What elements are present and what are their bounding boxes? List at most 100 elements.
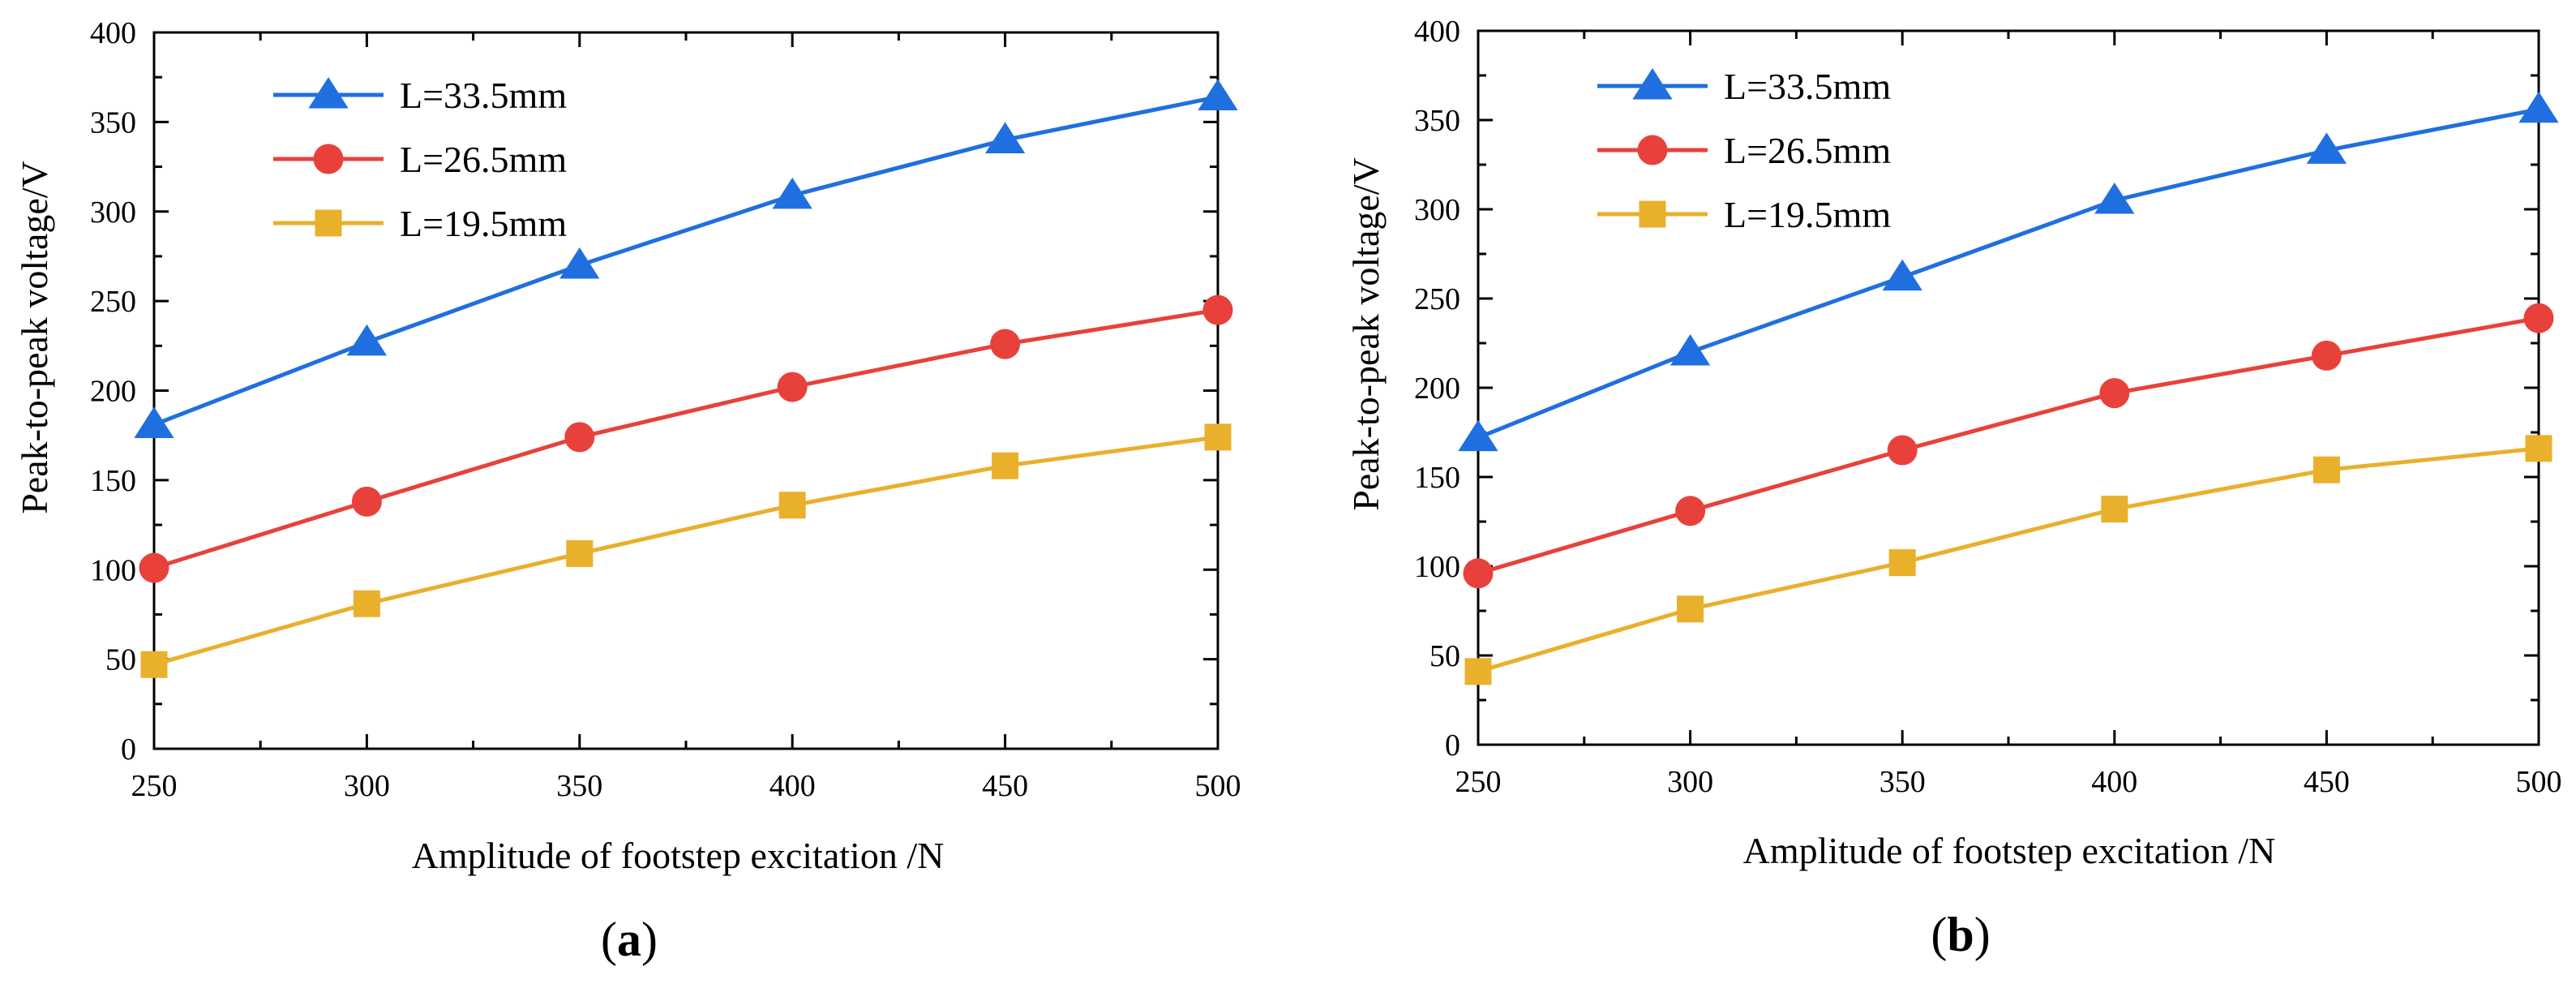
legend-item: L=19.5mm	[273, 203, 567, 244]
data-point	[2311, 340, 2342, 371]
data-point	[1198, 79, 1238, 110]
data-point	[351, 486, 382, 517]
y-tick-label: 350	[90, 105, 136, 140]
series-circle	[139, 294, 1233, 583]
data-point	[984, 122, 1026, 153]
y-tick-label: 250	[1414, 282, 1460, 316]
data-point	[1675, 496, 1706, 526]
series-square	[1464, 435, 2552, 685]
y-tick-label: 250	[90, 285, 136, 319]
y-tick-label: 150	[1414, 461, 1460, 495]
plot-frame	[152, 31, 1219, 750]
series-circle	[1463, 303, 2554, 589]
y-tick-label: 0	[1445, 728, 1460, 763]
data-point	[777, 372, 808, 402]
x-tick-label: 300	[344, 769, 390, 803]
chart-panel-b: 250 300 350 400 450 500 0 50 100 150 200 250 300 350 4…	[1345, 15, 2562, 961]
legend: L=33.5mm L=26.5mm L=19.5mm	[1597, 66, 1891, 235]
data-point	[134, 406, 174, 438]
data-point	[2518, 91, 2559, 123]
data-point	[559, 247, 600, 279]
data-point	[992, 452, 1019, 479]
legend-item: L=26.5mm	[1597, 130, 1891, 171]
data-point	[2099, 378, 2130, 409]
data-point	[1677, 595, 1704, 623]
y-tick-label: 400	[1414, 15, 1460, 49]
data-point	[139, 552, 169, 583]
data-point	[1204, 423, 1232, 451]
legend-marker	[1637, 135, 1668, 165]
y-tick-label: 300	[90, 196, 136, 230]
panel-letter-a: a	[617, 913, 641, 966]
series-line	[153, 435, 1219, 667]
series-line	[153, 307, 1219, 570]
data-point	[353, 590, 380, 617]
series-line	[1477, 446, 2540, 674]
y-axis-title-b: Peak-to-peak voltage/V	[1345, 157, 1387, 511]
y-tick-label: 400	[90, 16, 136, 50]
x-tick-label: 250	[1455, 765, 1502, 799]
x-tick-label: 300	[1667, 765, 1713, 799]
legend-item: L=33.5mm	[1597, 66, 1891, 107]
legend-marker	[315, 209, 342, 237]
x-tick-label: 500	[1195, 769, 1241, 803]
x-tick-label: 400	[769, 769, 816, 803]
data-point	[1669, 334, 1711, 366]
series-line	[153, 95, 1219, 427]
y-tick-label: 200	[1414, 372, 1460, 406]
data-point	[2312, 456, 2340, 483]
legend-label: L=26.5mm	[400, 139, 567, 180]
plot-area-b: 250 300 350 400 450 500 0 50 100 150 200 250 300 350 4…	[1414, 15, 2562, 799]
plot-frame	[1477, 29, 2540, 746]
series-square	[140, 423, 1232, 678]
y-tick-label: 100	[1414, 550, 1460, 584]
x-tick-label: 250	[131, 769, 178, 803]
data-point	[346, 324, 388, 356]
data-point	[2525, 435, 2552, 462]
plot-area-a: 250 300 350 400 450 500 0 50 100 150 200 250 300 350 4…	[90, 16, 1241, 803]
data-point	[1888, 549, 1916, 577]
y-tick-label: 350	[1414, 104, 1460, 138]
data-point	[2523, 303, 2554, 333]
data-point	[1464, 658, 1492, 685]
x-axis-title-b: Amplitude of footstep excitation /N	[1743, 830, 2276, 871]
x-tick-label: 450	[982, 769, 1028, 803]
panel-letter-b: b	[1947, 908, 1974, 961]
legend-item: L=33.5mm	[273, 75, 567, 116]
x-tick-label: 350	[556, 769, 602, 803]
x-tick-label: 350	[1879, 765, 1926, 799]
data-point	[1458, 419, 1498, 452]
panel-label-b: (b)	[1931, 908, 1990, 961]
panel-label-a: (a)	[601, 913, 658, 966]
legend-marker	[313, 144, 344, 174]
data-point	[1463, 558, 1494, 589]
series-triangle	[1458, 91, 2559, 452]
x-axis-title-a: Amplitude of footstep excitation /N	[412, 835, 945, 876]
y-tick-label: 0	[121, 733, 136, 767]
data-point	[140, 651, 168, 678]
series-line	[1477, 107, 2540, 440]
data-point	[1202, 294, 1233, 325]
y-axis-title-a: Peak-to-peak voltage/V	[14, 161, 55, 514]
data-point	[1882, 259, 1922, 291]
y-tick-label: 50	[105, 643, 136, 677]
y-tick-label: 100	[90, 553, 136, 587]
chart-panel-a: 250 300 350 400 450 500 0 50 100 150 200 250 300 350 4…	[14, 16, 1241, 966]
data-point	[2306, 132, 2347, 164]
legend-label: L=26.5mm	[1724, 130, 1891, 171]
legend: L=33.5mm L=26.5mm L=19.5mm	[273, 75, 567, 244]
series-line	[1477, 316, 2540, 576]
x-tick-label: 400	[2091, 765, 2137, 799]
series-triangle	[134, 79, 1238, 438]
legend-item: L=19.5mm	[1597, 194, 1891, 235]
legend-label: L=19.5mm	[400, 203, 567, 244]
x-tick-label: 450	[2304, 765, 2350, 799]
data-point	[990, 329, 1021, 359]
legend-marker	[1639, 200, 1666, 228]
y-tick-label: 150	[90, 464, 136, 498]
legend-label: L=19.5mm	[1724, 194, 1891, 235]
x-tick-label: 500	[2516, 765, 2562, 799]
legend-item: L=26.5mm	[273, 139, 567, 180]
y-tick-label: 50	[1429, 639, 1460, 673]
